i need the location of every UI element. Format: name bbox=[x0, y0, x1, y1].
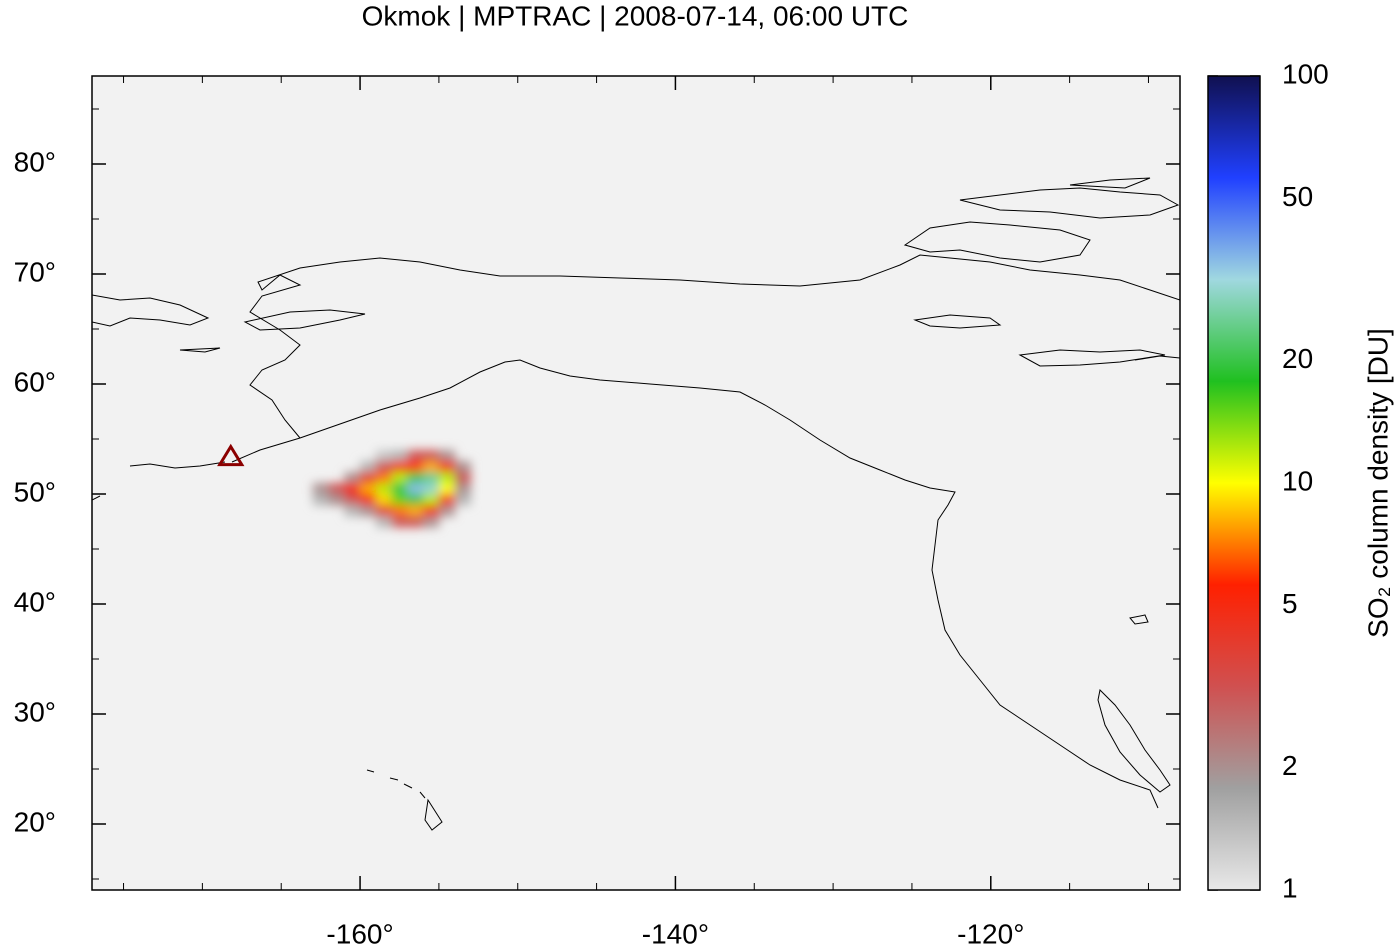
plume-cell bbox=[391, 494, 408, 506]
plume-cell bbox=[438, 494, 456, 506]
plume-cell bbox=[344, 505, 361, 517]
plume-cell bbox=[407, 483, 424, 495]
plume-cell bbox=[360, 461, 377, 473]
colorbar-tick-label: 2 bbox=[1282, 750, 1298, 781]
plume-cell bbox=[423, 472, 440, 484]
y-tick-label: 30° bbox=[14, 696, 56, 727]
coastline bbox=[913, 314, 1180, 367]
colorbar-tick-label: 100 bbox=[1282, 58, 1329, 89]
colorbar-tick-label: 10 bbox=[1282, 465, 1313, 496]
colorbar-label: SO₂ column density [DU] bbox=[1362, 328, 1393, 638]
plume-cell bbox=[407, 505, 424, 517]
plume-cell bbox=[360, 505, 377, 517]
plume bbox=[312, 450, 471, 528]
colorbar bbox=[1207, 75, 1261, 891]
plot-frame bbox=[91, 75, 1181, 891]
plume-cell bbox=[344, 483, 361, 495]
plume-cell bbox=[423, 505, 440, 517]
plume-cell bbox=[454, 472, 471, 484]
y-tick-label: 70° bbox=[14, 256, 56, 287]
volcano bbox=[217, 443, 245, 467]
plume-cell bbox=[360, 472, 377, 484]
coastline bbox=[249, 254, 1180, 439]
plume-cell bbox=[375, 483, 393, 495]
plume-cell bbox=[375, 494, 393, 506]
plume-cell bbox=[438, 505, 456, 517]
axes: -160° -140° -120° 20° 30° 40° 50° 60° 70° 80° 1 2 5 1… bbox=[14, 58, 1329, 949]
plume-cell bbox=[423, 494, 440, 506]
plume-cell bbox=[423, 461, 440, 473]
plume-cell bbox=[454, 494, 471, 506]
coastline bbox=[903, 221, 1091, 263]
chart-title: Okmok | MPTRAC | 2008-07-14, 06:00 UTC bbox=[362, 0, 909, 31]
plume-cell bbox=[423, 450, 440, 462]
coastline bbox=[92, 294, 210, 327]
plume-cell bbox=[375, 505, 393, 517]
colorbar-tick-label: 50 bbox=[1282, 181, 1313, 212]
plume-cell bbox=[312, 494, 330, 506]
plume-cell bbox=[454, 483, 471, 495]
plume-cell bbox=[375, 461, 393, 473]
colorbar-tick-label: 20 bbox=[1282, 343, 1313, 374]
y-tick-label: 20° bbox=[14, 806, 56, 837]
coastline bbox=[366, 614, 1149, 831]
map-background bbox=[92, 76, 1180, 890]
coastline bbox=[1097, 688, 1171, 793]
plume-cell bbox=[312, 483, 330, 495]
x-tick-label: -120° bbox=[957, 918, 1024, 949]
x-tick-label: -140° bbox=[642, 918, 709, 949]
plume-cell bbox=[438, 450, 456, 462]
plume-cell bbox=[391, 461, 408, 473]
plume-cell bbox=[344, 494, 361, 506]
plume-cell bbox=[375, 516, 393, 528]
coastline bbox=[959, 177, 1180, 219]
plume-cell bbox=[407, 461, 424, 473]
plume-cell bbox=[375, 472, 393, 484]
coastline bbox=[231, 359, 1159, 809]
plume-cell bbox=[360, 483, 377, 495]
plume-cell bbox=[328, 494, 345, 506]
plume-cell bbox=[360, 494, 377, 506]
plume-cell bbox=[438, 483, 456, 495]
plume-cell bbox=[407, 472, 424, 484]
y-tick-label: 80° bbox=[14, 146, 56, 177]
plume-cell bbox=[438, 472, 456, 484]
plume-cell bbox=[375, 450, 393, 462]
plume-cell bbox=[423, 483, 440, 495]
plume-cell bbox=[423, 516, 440, 528]
plume-cell bbox=[407, 450, 424, 462]
coastlines bbox=[92, 177, 1180, 831]
plume-cell bbox=[391, 450, 408, 462]
plume-cell bbox=[407, 516, 424, 528]
x-tick-label: -160° bbox=[326, 918, 393, 949]
y-tick-label: 60° bbox=[14, 366, 56, 397]
plume-cell bbox=[391, 505, 408, 517]
colorbar-tick-label: 1 bbox=[1282, 872, 1298, 903]
coastline bbox=[92, 347, 226, 501]
y-tick-label: 50° bbox=[14, 476, 56, 507]
plume-cell bbox=[391, 472, 408, 484]
plume-cell bbox=[328, 483, 345, 495]
plume-cell bbox=[454, 461, 471, 473]
colorbar-tick-label: 5 bbox=[1282, 588, 1298, 619]
volcano-marker bbox=[217, 443, 245, 467]
plume-cell bbox=[407, 494, 424, 506]
plume-cell bbox=[438, 461, 456, 473]
plume-cell bbox=[344, 472, 361, 484]
y-tick-label: 40° bbox=[14, 586, 56, 617]
plume-cell bbox=[391, 483, 408, 495]
coastline bbox=[243, 309, 366, 331]
plume-cell bbox=[391, 516, 408, 528]
